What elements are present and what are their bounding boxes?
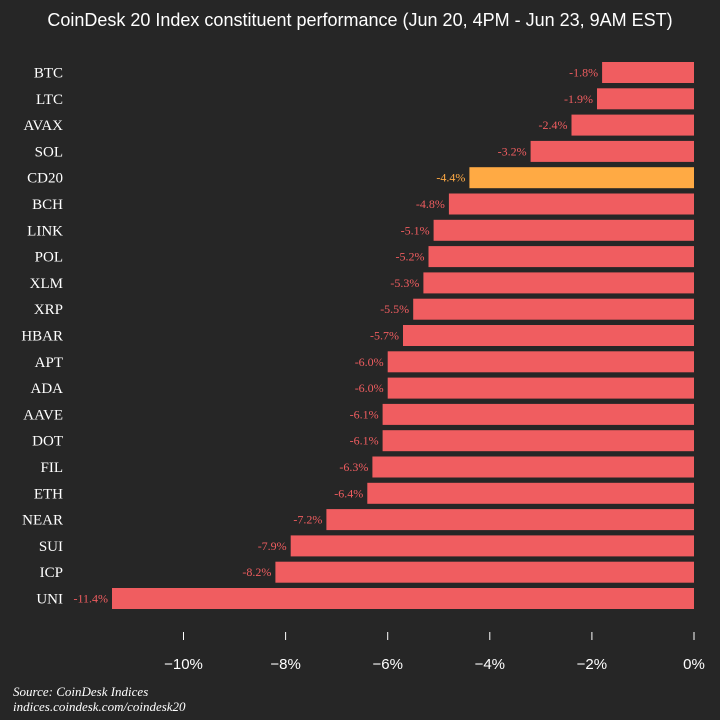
category-label-hbar: HBAR bbox=[21, 329, 63, 345]
bar-eth bbox=[367, 482, 694, 504]
category-label-uni: UNI bbox=[36, 592, 63, 608]
bar-near bbox=[326, 509, 694, 531]
data-label-sui: -7.9% bbox=[258, 539, 287, 553]
category-label-avax: AVAX bbox=[24, 118, 64, 134]
data-label-aave: -6.1% bbox=[350, 407, 379, 421]
data-labels-layer: -1.8% -1.9% -2.4% -3.2% -4.4% -4.8% -5.1% -5.2%… bbox=[73, 66, 598, 606]
category-label-ltc: LTC bbox=[36, 92, 63, 108]
category-label-fil: FIL bbox=[41, 460, 64, 476]
data-label-xrp: -5.5% bbox=[380, 302, 409, 316]
category-label-cd20: CD20 bbox=[27, 171, 63, 187]
data-label-bch: -4.8% bbox=[416, 197, 445, 211]
category-label-sui: SUI bbox=[39, 539, 63, 555]
data-label-near: -7.2% bbox=[293, 513, 322, 527]
source-url: indices.coindesk.com/coindesk20 bbox=[13, 699, 186, 714]
bar-bch bbox=[448, 193, 694, 215]
bar-ada bbox=[387, 377, 694, 399]
data-label-link: -5.1% bbox=[401, 223, 430, 237]
bar-icp bbox=[275, 561, 694, 583]
category-label-link: LINK bbox=[27, 223, 63, 239]
data-label-xlm: -5.3% bbox=[390, 276, 419, 290]
bar-link bbox=[433, 219, 694, 241]
category-label-apt: APT bbox=[35, 355, 63, 371]
bar-avax bbox=[571, 114, 694, 136]
data-label-ada: -6.0% bbox=[355, 381, 384, 395]
bar-uni bbox=[112, 588, 694, 609]
data-label-btc: -1.8% bbox=[569, 66, 598, 80]
source-note: Source: CoinDesk Indices bbox=[13, 684, 149, 699]
data-label-hbar: -5.7% bbox=[370, 329, 399, 343]
bars-layer bbox=[112, 62, 694, 609]
x-tick-label: −6% bbox=[372, 656, 402, 673]
bar-sui bbox=[290, 535, 694, 557]
bar-xlm bbox=[423, 272, 694, 294]
x-tick-label: −8% bbox=[270, 656, 300, 673]
bar-apt bbox=[387, 351, 694, 373]
category-label-sol: SOL bbox=[35, 144, 63, 160]
bar-cd20 bbox=[469, 167, 694, 189]
bar-ltc bbox=[597, 88, 694, 110]
bar-fil bbox=[372, 456, 694, 478]
data-label-pol: -5.2% bbox=[396, 250, 425, 264]
category-labels-layer: BTC LTC AVAX SOL CD20 BCH LINK POL XLM XRP HBAR APT… bbox=[21, 66, 63, 608]
category-label-xrp: XRP bbox=[34, 302, 63, 318]
bar-sol bbox=[530, 140, 694, 162]
category-label-pol: POL bbox=[35, 250, 63, 266]
chart-title: CoinDesk 20 Index constituent performanc… bbox=[47, 10, 673, 30]
bar-aave bbox=[382, 403, 694, 425]
data-label-uni: -11.4% bbox=[73, 592, 108, 606]
bar-xrp bbox=[413, 298, 694, 320]
data-label-apt: -6.0% bbox=[355, 355, 384, 369]
category-label-eth: ETH bbox=[34, 486, 63, 502]
data-label-avax: -2.4% bbox=[539, 118, 568, 132]
category-label-ada: ADA bbox=[31, 381, 64, 397]
x-tick-label: −10% bbox=[164, 656, 203, 673]
data-label-ltc: -1.9% bbox=[564, 92, 593, 106]
bar-pol bbox=[428, 246, 694, 268]
x-tick-label: 0% bbox=[683, 656, 705, 673]
x-tick-label: −2% bbox=[577, 656, 607, 673]
data-label-sol: -3.2% bbox=[498, 144, 527, 158]
category-label-icp: ICP bbox=[40, 565, 63, 581]
category-label-xlm: XLM bbox=[30, 276, 63, 292]
data-label-fil: -6.3% bbox=[339, 460, 368, 474]
x-axis: −10% −8% −6% −4% −2% 0% bbox=[164, 632, 705, 673]
category-label-dot: DOT bbox=[32, 434, 63, 450]
category-label-near: NEAR bbox=[22, 513, 63, 529]
bar-dot bbox=[382, 430, 694, 452]
data-label-dot: -6.1% bbox=[350, 434, 379, 448]
category-label-bch: BCH bbox=[32, 197, 63, 213]
category-label-aave: AAVE bbox=[23, 407, 63, 423]
x-tick-label: −4% bbox=[475, 656, 505, 673]
data-label-cd20: -4.4% bbox=[436, 171, 465, 185]
data-label-icp: -8.2% bbox=[242, 565, 271, 579]
data-label-eth: -6.4% bbox=[334, 486, 363, 500]
category-label-btc: BTC bbox=[34, 66, 63, 82]
bar-hbar bbox=[403, 325, 694, 346]
bar-btc bbox=[602, 62, 694, 83]
